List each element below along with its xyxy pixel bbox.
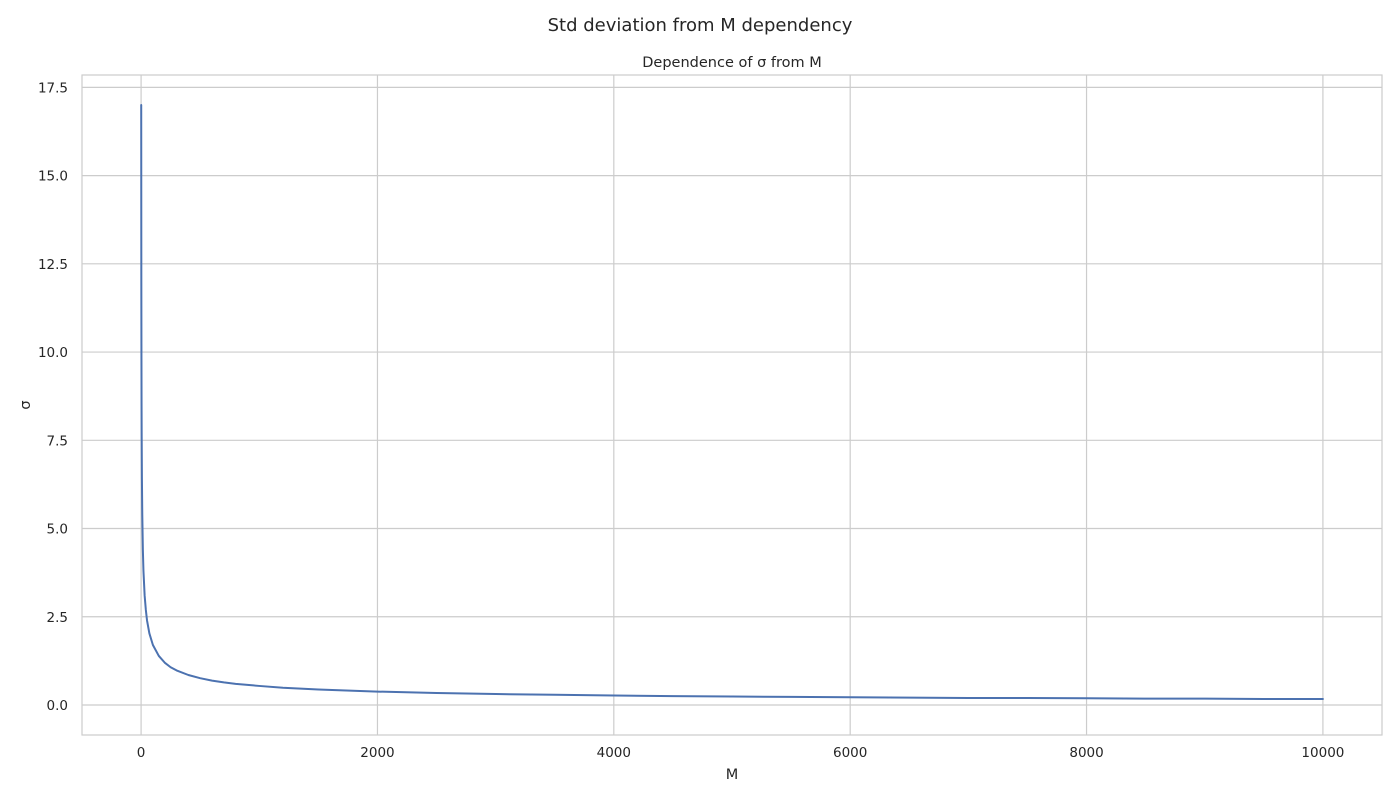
y-tick-label: 5.0 [47, 522, 68, 538]
y-tick-label: 17.5 [38, 80, 68, 96]
x-tick-label: 2000 [360, 745, 394, 761]
y-tick-label: 2.5 [47, 610, 68, 626]
x-tick-label: 8000 [1069, 745, 1103, 761]
series-layer [140, 104, 1324, 700]
y-tick-label: 7.5 [47, 433, 68, 449]
grid-layer [82, 75, 1382, 735]
figure-suptitle: Std deviation from M dependency [548, 15, 853, 36]
x-tick-label: 4000 [597, 745, 631, 761]
y-tick-label: 15.0 [38, 169, 68, 185]
y-tick-label: 10.0 [38, 345, 68, 361]
y-tick-label: 0.0 [47, 698, 68, 714]
axes-title: Dependence of σ from M [642, 55, 821, 71]
x-axis-label: M [726, 767, 739, 783]
series-line [140, 104, 1324, 700]
x-tick-labels: 0 2000 4000 6000 8000 10000 [137, 745, 1345, 761]
y-axis-label: σ [18, 400, 34, 409]
y-tick-label: 12.5 [38, 257, 68, 273]
axes-frame [81, 74, 1383, 736]
x-tick-label: 10000 [1301, 745, 1344, 761]
y-tick-labels: 0.0 2.5 5.0 7.5 10.0 12.5 15.0 17.5 [38, 80, 68, 714]
x-tick-label: 0 [137, 745, 146, 761]
x-tick-label: 6000 [833, 745, 867, 761]
